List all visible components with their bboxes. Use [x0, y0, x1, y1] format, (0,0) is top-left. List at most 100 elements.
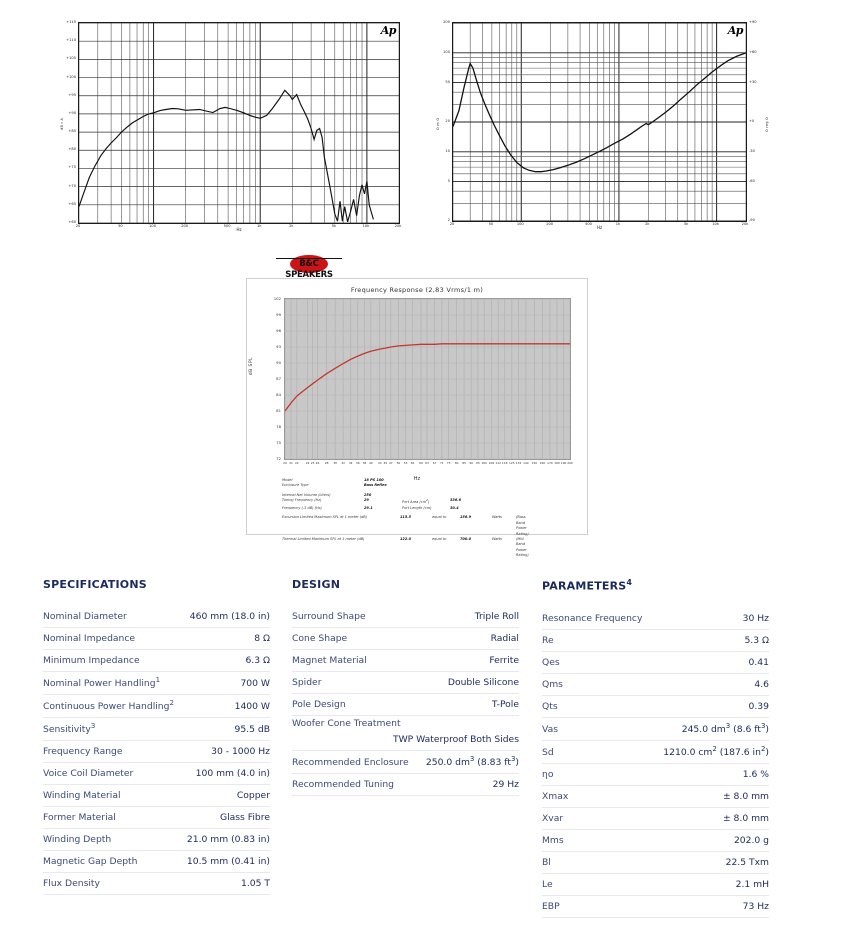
- fr-y-tick: 84: [276, 392, 281, 397]
- parameter-label: Resonance Frequency: [542, 612, 643, 624]
- specification-row: Sensitivity3 95.5 dB: [43, 718, 270, 742]
- specification-value: 8 Ω: [254, 633, 270, 644]
- fr-x-tick: 56: [410, 461, 415, 465]
- parameters-heading-text: PARAMETERS: [542, 579, 627, 593]
- summary-row-model: Model 18 PS 100: [282, 478, 532, 483]
- parameter-row: Mms 202.0 g: [542, 830, 769, 852]
- impedance-y2-tick: +0: [749, 119, 755, 123]
- parameter-value: 202.0 g: [733, 834, 769, 846]
- spl-row-mid: equal to: [432, 536, 447, 541]
- specification-row: Former Material Glass Fibre: [43, 807, 270, 830]
- spl-row-unit: Watts: [492, 536, 502, 541]
- parameter-row: Qes 0.41: [542, 652, 769, 674]
- design-label: Recommended Tuning: [292, 779, 394, 791]
- impedance-y-tick: 100: [443, 49, 450, 54]
- spl-y-tick: +115: [66, 20, 76, 24]
- spl-row-watts: 700.0: [460, 536, 472, 541]
- specification-row: Frequency Range 30 - 1000 Hz: [43, 741, 270, 764]
- spl-row-unit: Watts: [492, 515, 502, 520]
- frequency-response-y-label: dB SPL: [249, 357, 254, 376]
- spl-x-tick: 5k: [331, 224, 336, 228]
- fr-y-tick: 99: [276, 312, 281, 317]
- summary-detail-label: Internal Net Volume (Liters): [282, 492, 331, 497]
- specification-label: Nominal Power Handling1: [43, 676, 161, 690]
- spl-y-tick: +90: [68, 110, 76, 115]
- spl-y-axis-label: dB r A: [60, 117, 64, 131]
- spl-plot-svg: [79, 23, 399, 223]
- fr-x-tick: 34: [348, 461, 353, 465]
- parameter-row: Re 5.3 Ω: [542, 630, 769, 652]
- design-rows: Surround Shape Triple Roll Cone Shape Radia…: [292, 606, 519, 797]
- spl-row-note: (Mid Band Power Rating): [516, 536, 529, 558]
- impedance-y2-axis-label: O reg O: [764, 116, 769, 132]
- parameter-row: Sd 1210.0 cm2 (187.6 in2): [542, 741, 769, 764]
- spl-y-tick: +105: [66, 56, 76, 61]
- fr-x-tick: 75: [446, 461, 451, 465]
- specifications-rows: Nominal Diameter 460 mm (18.0 in) Nominal …: [43, 606, 270, 896]
- specification-row: Nominal Diameter 460 mm (18.0 in): [43, 606, 270, 628]
- specification-label: Frequency Range: [43, 746, 123, 758]
- parameter-value: 22.5 Txm: [725, 856, 769, 868]
- specification-value: 95.5 dB: [234, 724, 270, 736]
- design-row: Recommended Tuning 29 Hz: [292, 774, 519, 797]
- impedance-y-tick: 50: [445, 79, 450, 84]
- parameter-label: Bl: [542, 856, 551, 868]
- spl-row-label: Excursion Limited Maximum SPL at 1 meter…: [282, 515, 368, 520]
- spl-y-tick: +60: [68, 220, 76, 224]
- summary-detail-label2: Port Area (cm2): [402, 498, 430, 505]
- impedance-x-tick: 10k: [712, 222, 719, 226]
- impedance-y-tick: 2: [447, 218, 450, 222]
- specification-label: Nominal Diameter: [43, 611, 127, 622]
- spl-row-note: (Bass Band Power Rating): [516, 515, 529, 536]
- bc-speakers-logo: B&C SPEAKERS: [276, 255, 342, 282]
- fr-x-tick: 200: [567, 461, 573, 465]
- parameter-value: 0.39: [748, 700, 769, 712]
- fr-x-tick: 160: [539, 461, 546, 465]
- spl-row-mid: equal to: [432, 515, 447, 520]
- summary-detail-rows: Internal Net Volume (Liters) 250 Tuning Fr…: [282, 493, 532, 511]
- parameter-value: 5.3 Ω: [744, 634, 769, 646]
- specification-value: Copper: [236, 790, 270, 802]
- specification-value: 100 mm (4.0 in): [195, 768, 270, 780]
- specification-value: Glass Fibre: [219, 812, 270, 824]
- impedance-y2-tick: +90: [749, 20, 757, 24]
- spl-y-tick: +65: [68, 201, 76, 206]
- spl-row-label: Thermal Limited Maximum SPL at 1 meter (…: [282, 536, 365, 541]
- parameter-label: Sd: [542, 746, 554, 758]
- specification-label: Winding Material: [43, 790, 121, 802]
- fr-x-tick: 32: [341, 461, 346, 465]
- impedance-x-tick: 200: [546, 222, 554, 226]
- fr-x-tick: 26: [315, 461, 320, 465]
- specifications-column: SPECIFICATIONS Nominal Diameter 460 mm (1…: [43, 578, 270, 896]
- logo-ellipse-shape: [290, 255, 328, 273]
- impedance-y-tick: 5: [447, 178, 450, 183]
- design-row: Recommended Enclosure 250.0 dm3 (8.83 ft3…: [292, 751, 519, 775]
- specification-label: Magnetic Gap Depth: [43, 856, 138, 868]
- fr-x-tick: 25: [310, 461, 315, 465]
- parameter-row: Le 2.1 mH: [542, 874, 769, 896]
- specification-value: 21.0 mm (0.83 in): [186, 834, 270, 846]
- spl-y-tick: +85: [68, 129, 76, 134]
- spl-row-value: 122.0: [400, 536, 412, 541]
- impedance-plot-area: [452, 22, 747, 222]
- fr-x-tick: 112: [495, 461, 501, 465]
- fr-y-tick: 96: [276, 328, 281, 333]
- design-label: Surround Shape: [292, 611, 366, 622]
- design-value: 29 Hz: [492, 779, 519, 791]
- impedance-x-tick: 500: [585, 222, 592, 226]
- fr-x-tick: 53: [403, 461, 408, 465]
- design-value: T-Pole: [491, 699, 519, 710]
- parameter-label: ηo: [542, 768, 554, 780]
- design-label: Magnet Material: [292, 655, 367, 666]
- fr-y-tick: 93: [276, 344, 281, 349]
- spl-x-tick: 1k: [257, 224, 262, 228]
- parameter-label: Qms: [542, 678, 563, 690]
- specification-label: Voice Coil Diameter: [43, 768, 134, 780]
- frequency-response-plot-area: [284, 298, 571, 460]
- parameter-row: Xmax ± 8.0 mm: [542, 786, 769, 808]
- parameter-row: EBP 73 Hz: [542, 896, 769, 918]
- parameter-label: Re: [542, 634, 554, 646]
- summary-detail-value2: 30.4: [450, 505, 459, 510]
- impedance-plot-svg: [453, 23, 746, 221]
- summary-detail-label2: Port Length (cm): [402, 505, 432, 510]
